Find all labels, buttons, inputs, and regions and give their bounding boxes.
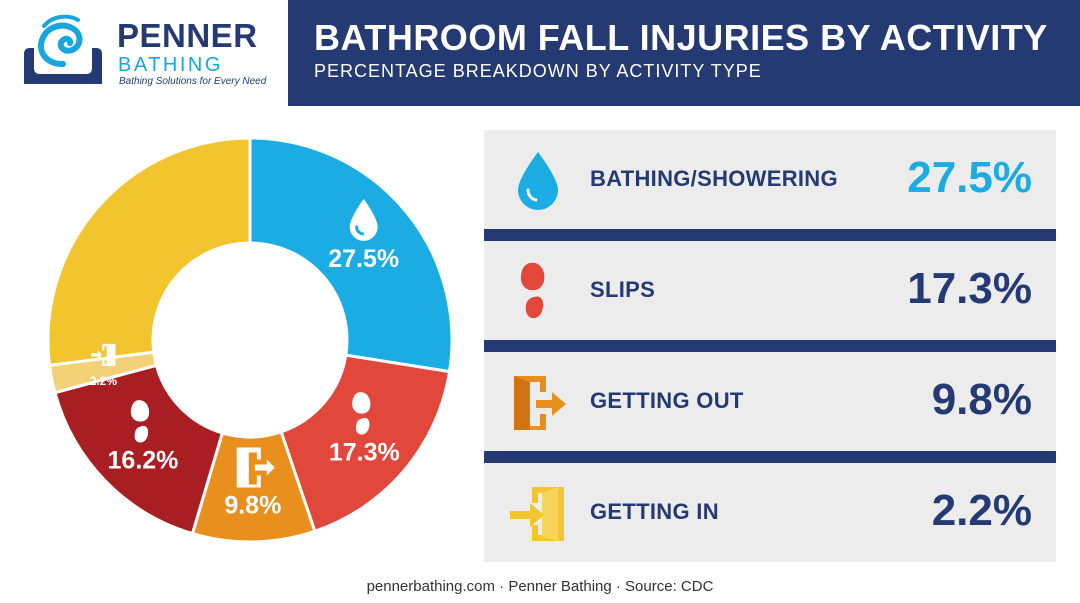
donut-label-getting-out: 9.8% [224,491,281,519]
logo-wave-icon [24,14,102,84]
enter-door-icon-getting-in [91,343,116,366]
donut-slices [46,136,454,544]
row-value-bathing: 27.5% [907,153,1032,202]
donut-label-unlabeled: 16.2% [108,446,179,474]
page-subtitle: PERCENTAGE BREAKDOWN BY ACTIVITY TYPE [314,61,762,81]
title-band: BATHROOM FALL INJURIES BY ACTIVITY PERCE… [288,0,1080,106]
row-divider [484,340,1056,352]
footer-source: pennerbathing.com · Penner Bathing · Sou… [366,578,714,595]
table-row: BATHING/SHOWERING 27.5% [484,130,1056,229]
donut-icons [91,198,378,488]
donut-slice-unlabeled [53,363,225,536]
donut-labels: 27.5% 17.3% 9.8% 16.2% 2.2% [90,245,400,520]
row-label-getting-in: GETTING IN [590,499,719,524]
footprint-icon [520,262,545,319]
donut-slice-bathing-showering [248,136,454,374]
exit-door-icon [514,376,566,430]
row-divider [484,451,1056,463]
row-label-slips: SLIPS [590,277,656,302]
donut-slice-remainder [46,136,252,367]
enter-door-icon [510,487,564,541]
droplet-icon [518,152,558,210]
table-row: GETTING OUT 9.8% [484,352,1056,451]
brand-name: PENNER [117,17,258,54]
activity-table: BATHING/SHOWERING 27.5% SLIPS 17.3% GETT… [484,130,1056,563]
page-title: BATHROOM FALL INJURIES BY ACTIVITY [314,17,1048,58]
brand-logo: PENNER BATHING Bathing Solutions for Eve… [22,14,282,94]
row-value-slips: 17.3% [907,264,1032,313]
exit-door-icon-getting-out [236,447,275,488]
row-label-getting-out: GETTING OUT [590,388,744,413]
donut-label-getting-in: 2.2% [90,374,118,388]
row-value-getting-out: 9.8% [931,375,1032,424]
donut-slice-slips [279,353,452,534]
table-row: GETTING IN 2.2% [484,463,1056,562]
row-divider [484,229,1056,241]
row-value-getting-in: 2.2% [931,486,1032,535]
donut-chart: 27.5% 17.3% 9.8% 16.2% 2.2% [46,136,454,544]
brand-sub: BATHING [118,54,223,76]
footprint-icon-slips [352,392,371,435]
row-label-bathing: BATHING/SHOWERING [590,166,838,191]
donut-label-slips: 17.3% [329,438,400,466]
footprint-icon-unlabeled [130,400,150,443]
donut-label-bathing-showering: 27.5% [328,245,399,273]
droplet-icon-bathing-showering [349,198,378,241]
brand-tagline: Bathing Solutions for Every Need [119,76,267,87]
table-row: SLIPS 17.3% [484,241,1056,340]
